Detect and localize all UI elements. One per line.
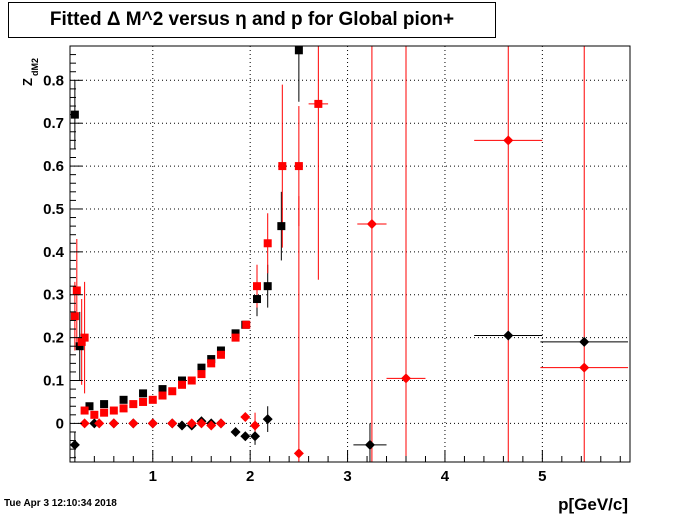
data-point-diamond [79, 418, 90, 429]
data-point-diamond [94, 418, 105, 429]
data-point-square [178, 380, 186, 389]
data-point-square [178, 376, 186, 385]
data-point-diamond [579, 362, 590, 373]
data-point-diamond [108, 418, 119, 429]
data-point-square [119, 395, 128, 404]
data-point-square [314, 99, 323, 108]
y-tick-label: 0.4 [43, 244, 65, 261]
y-tick-label: 0.1 [43, 373, 64, 390]
data-point-square [278, 162, 287, 171]
data-point-diamond [206, 420, 217, 431]
y-tick-label: 0.2 [43, 330, 64, 347]
data-point-square [216, 350, 225, 359]
data-point-diamond [147, 418, 158, 429]
data-point-square [75, 342, 84, 351]
data-point-diamond [262, 414, 273, 425]
data-point-square [158, 391, 167, 400]
x-tick-label: 3 [343, 468, 351, 485]
x-tick-label: 4 [441, 468, 450, 485]
data-point-diamond [177, 420, 187, 431]
data-point-square [168, 387, 177, 396]
data-point-diamond [579, 336, 590, 347]
data-point-diamond [364, 439, 375, 450]
data-point-square [231, 333, 240, 342]
data-point-diamond [503, 135, 514, 146]
data-point-square [119, 404, 128, 413]
data-point-square [100, 408, 109, 417]
data-point-square [207, 359, 216, 368]
data-point-diamond [366, 218, 377, 229]
data-point-square [207, 355, 216, 364]
data-point-square [197, 363, 206, 372]
y-tick-label: 0.6 [43, 158, 64, 175]
y-tick-label: 0.8 [43, 72, 64, 89]
data-point-diamond [503, 330, 514, 341]
data-point-square [252, 282, 261, 291]
data-point-diamond [293, 448, 304, 459]
error-bars [74, 46, 629, 462]
y-tick-label: 0.5 [43, 201, 64, 218]
data-point-square [277, 222, 286, 231]
x-tick-label: 5 [538, 468, 546, 485]
data-point-square [72, 286, 81, 295]
data-point-square [148, 395, 157, 404]
data-point-diamond [250, 431, 261, 442]
data-point-square [70, 312, 79, 321]
data-point-square [294, 46, 303, 55]
data-point-square [139, 389, 148, 398]
plot-frame [69, 45, 631, 463]
data-markers [69, 46, 590, 459]
data-point-square [187, 376, 196, 385]
x-tick-label: 2 [246, 468, 254, 485]
data-point-diamond [128, 418, 139, 429]
data-point-square [80, 406, 89, 415]
y-axis-label: Z [20, 78, 35, 86]
grid-lines [70, 46, 630, 462]
data-point-square [197, 370, 206, 379]
data-point-diamond [215, 418, 226, 429]
data-point-square [252, 295, 261, 304]
data-point-square [109, 406, 118, 415]
timestamp-label: Tue Apr 3 12:10:34 2018 [4, 498, 117, 509]
data-point-diamond [186, 418, 197, 429]
data-point-square [242, 320, 251, 329]
data-point-square [100, 400, 109, 409]
chart-title-box: Fitted Δ M^2 versus η and p for Global p… [8, 2, 496, 38]
data-point-square [231, 329, 240, 338]
x-tick-label: 1 [149, 468, 157, 485]
data-point-diamond [196, 418, 207, 429]
data-point-square [263, 239, 272, 248]
data-point-diamond [240, 411, 251, 422]
data-point-diamond [69, 439, 80, 450]
data-point-square [77, 337, 86, 346]
y-axis-label-subscript: dM2 [30, 58, 40, 76]
data-point-square [158, 385, 167, 394]
data-point-square [129, 400, 138, 409]
chart-title: Fitted Δ M^2 versus η and p for Global p… [49, 9, 455, 30]
data-point-square [216, 346, 225, 355]
data-point-square [80, 333, 89, 342]
data-point-square [85, 402, 94, 411]
data-point-square [263, 282, 272, 291]
data-point-diamond [167, 418, 178, 429]
data-point-square [139, 397, 148, 406]
data-point-diamond [230, 426, 241, 437]
data-point-diamond [240, 431, 251, 442]
y-tick-label: 0.3 [43, 287, 64, 304]
data-point-square [294, 162, 303, 171]
x-axis-label: p[GeV/c] [558, 495, 628, 514]
data-point-diamond [250, 420, 261, 431]
data-point-square [90, 410, 99, 419]
axes: 1 2 3 4 5 0 0.1 0.2 0.3 0.4 0.5 0.6 0.7 0.8 [43, 45, 621, 485]
y-tick-label: 0.7 [43, 115, 64, 132]
data-point-diamond [401, 373, 411, 384]
y-tick-label: 0 [56, 415, 64, 432]
